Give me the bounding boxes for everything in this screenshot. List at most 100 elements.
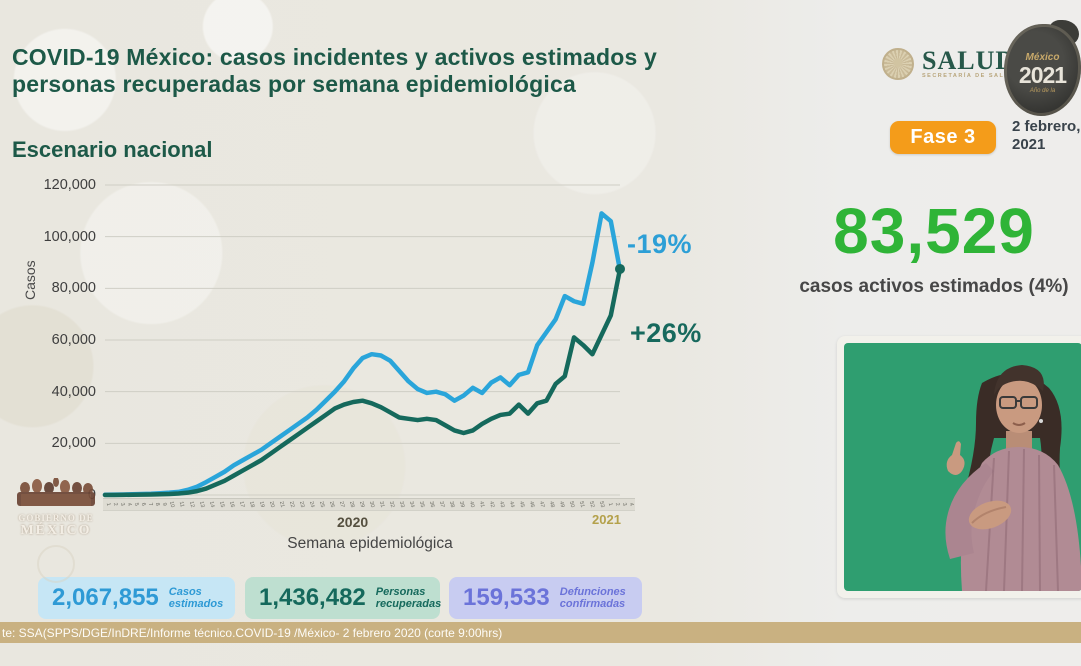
x-tick-label: 1 [606, 502, 614, 507]
x-axis-label: Semana epidemiológica [287, 535, 453, 552]
x-tick-label: 52 [588, 500, 596, 509]
seal-icon [37, 545, 75, 583]
x-tick-label: 39 [458, 500, 466, 509]
x-tick-label: 13 [198, 500, 206, 509]
stat-value: 159,533 [463, 584, 550, 611]
x-tick-label: 29 [358, 500, 366, 509]
x-tick-label: 45 [518, 500, 526, 509]
mexico-2021-emblem: México 2021 Año de la [1004, 20, 1081, 116]
x-year-2021: 2021 [592, 512, 621, 527]
historic-figures-icon [17, 477, 95, 506]
x-tick-label: 14 [208, 500, 216, 509]
x-tick-label: 5 [132, 502, 140, 507]
salud-logo-subtext: SECRETARÍA DE SALUD [922, 73, 1016, 79]
x-tick-label: 47 [538, 500, 546, 509]
x-tick-label: 32 [388, 500, 396, 509]
page-title: COVID-19 México: casos incidentes y acti… [12, 44, 658, 97]
serpent-circle-icon [1004, 24, 1081, 116]
date-line1: 2 febrero, [1012, 118, 1081, 135]
x-tick-label: 35 [418, 500, 426, 509]
salud-logo-text: SALUD [922, 46, 1016, 75]
x-tick-label: 48 [548, 500, 556, 509]
x-tick-label: 36 [428, 500, 436, 509]
x-axis-ticks: 1 2 3 4 5 6 7 8 9 10 11 12 13 14 15 16 17 18 19 20 21 22 23 24 2… [103, 498, 635, 511]
x-tick-label: 9 [160, 502, 167, 507]
x-tick-label: 4 [627, 502, 635, 507]
x-tick-label: 20 [268, 500, 276, 509]
x-tick-label: 10 [168, 500, 176, 509]
x-tick-label: 21 [278, 500, 286, 509]
x-tick-label: 2 [111, 502, 119, 507]
stat-label: Personas recuperadas [375, 586, 442, 610]
x-tick-label: 25 [318, 500, 326, 509]
phase-badge: Fase 3 [890, 121, 996, 154]
x-tick-label: 43 [498, 500, 506, 509]
x-tick-label: 6 [139, 502, 146, 507]
stat-value: 1,436,482 [259, 584, 366, 611]
x-tick-label: 2 [613, 502, 621, 507]
annotation-incident-change: -19% [627, 229, 693, 259]
x-tick-label: 31 [378, 500, 386, 509]
mexico2021-word: México [1025, 52, 1060, 63]
stat-casos-estimados: 2,067,855 Casos estimados [38, 577, 235, 619]
x-tick-label: 51 [578, 500, 586, 509]
chart-title: Escenario nacional [12, 137, 213, 162]
x-tick-label: 4 [125, 502, 133, 507]
footer-bar: te: SSA(SPPS/DGE/InDRE/Informe técnico.C… [0, 622, 1081, 643]
x-tick-label: 18 [248, 500, 256, 509]
date-label: 2 febrero, 2021 [1012, 118, 1080, 154]
y-tick-label: 80,000 [51, 280, 96, 297]
x-tick-label: 3 [118, 502, 126, 507]
gobierno-text-line1: GOBIERNO DE [18, 513, 94, 523]
mexico2021-tagline: Año de la [1029, 88, 1056, 94]
salud-seal-icon [882, 48, 914, 80]
x-tick-label: 37 [438, 500, 446, 509]
gobierno-text-line2: MÉXICO [20, 523, 92, 538]
x-tick-label: 26 [328, 500, 336, 509]
active-cases-value: 83,529 [833, 195, 1035, 267]
x-tick-label: 22 [288, 500, 296, 509]
x-tick-label: 44 [508, 500, 516, 509]
x-tick-label: 7 [146, 502, 153, 507]
y-tick-label: 40,000 [51, 383, 96, 400]
interpreter-video [837, 336, 1081, 598]
y-tick-label: 100,000 [43, 228, 96, 245]
source-text: te: SSA(SPPS/DGE/InDRE/Informe técnico.C… [2, 625, 503, 640]
x-tick-label: 34 [408, 500, 416, 509]
x-tick-label: 41 [478, 500, 486, 509]
stat-defunciones-confirmadas: 159,533 Defunciones confirmadas [449, 577, 642, 619]
x-tick-label: 17 [238, 500, 246, 509]
x-tick-label: 42 [488, 500, 496, 509]
x-tick-label: 23 [298, 500, 306, 509]
x-tick-label: 38 [448, 500, 456, 509]
x-tick-label: 33 [398, 500, 406, 509]
annotation-recovered-change: +26% [630, 318, 702, 348]
interpreter-figure [945, 365, 1081, 591]
x-tick-label: 12 [188, 500, 196, 509]
x-tick-label: 28 [348, 500, 356, 509]
y-tick-label: 120,000 [43, 177, 96, 193]
stat-label: Casos estimados [168, 586, 224, 610]
x-tick-label: 15 [218, 500, 226, 509]
chart-plot-area [102, 184, 625, 498]
x-tick-label: 40 [468, 500, 476, 509]
line-chart [102, 184, 625, 498]
x-tick-label: 24 [308, 500, 316, 509]
mexico2021-year: 2021 [1018, 62, 1067, 88]
x-tick-label: 27 [338, 500, 346, 509]
x-tick-label: 49 [558, 500, 566, 509]
x-tick-label: 3 [620, 502, 628, 507]
salud-logo: SALUD SECRETARÍA DE SALUD [882, 48, 1015, 80]
date-line2: 2021 [1012, 136, 1046, 153]
x-tick-label: 16 [228, 500, 236, 509]
gobierno-mexico-logo: GOBIERNO DE MÉXICO [6, 477, 106, 583]
x-tick-label: 19 [258, 500, 266, 509]
x-tick-label: 46 [528, 500, 536, 509]
stat-personas-recuperadas: 1,436,482 Personas recuperadas [245, 577, 442, 619]
x-tick-label: 30 [368, 500, 376, 509]
x-tick-label: 8 [153, 502, 160, 507]
interpreter-video-inner [844, 343, 1081, 591]
y-tick-label: 20,000 [51, 435, 96, 452]
